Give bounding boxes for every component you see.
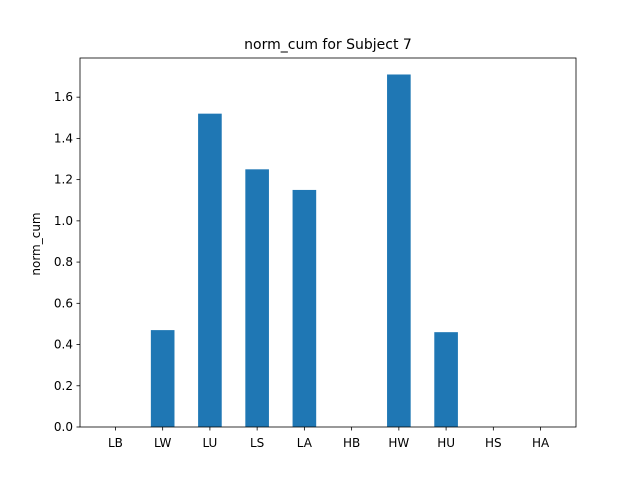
x-tick-label-hb: HB bbox=[343, 436, 360, 450]
y-tick-label: 0.4 bbox=[54, 338, 73, 352]
bar-lu bbox=[198, 113, 222, 427]
bar-lw bbox=[150, 330, 175, 427]
x-tick-label-lu: LU bbox=[202, 436, 217, 450]
x-tick-label-la: LA bbox=[297, 436, 313, 450]
bar-hu bbox=[434, 332, 458, 427]
x-tick-label-hs: HS bbox=[485, 436, 502, 450]
y-tick-label: 1.2 bbox=[54, 173, 73, 187]
bar-ls bbox=[245, 169, 269, 427]
x-tick-label-lw: LW bbox=[154, 436, 172, 450]
x-tick-label-lb: LB bbox=[108, 436, 123, 450]
bars bbox=[150, 74, 458, 428]
chart-title: norm_cum for Subject 7 bbox=[244, 37, 412, 53]
x-tick-label-ha: HA bbox=[532, 436, 550, 450]
y-tick-label: 1.4 bbox=[54, 131, 73, 145]
bar-la bbox=[292, 189, 317, 427]
plot-frame bbox=[79, 57, 577, 428]
bar-hw bbox=[387, 74, 411, 428]
x-tick-label-hw: HW bbox=[388, 436, 409, 450]
y-ticks: 0.0 0.2 0.4 0.6 0.8 1.0 1.2 1.4 1.6 bbox=[54, 90, 80, 434]
y-tick-label: 1.6 bbox=[54, 90, 73, 104]
y-tick-label: 0.8 bbox=[54, 255, 73, 269]
x-tick-label-hu: HU bbox=[437, 436, 455, 450]
y-tick-label: 0.6 bbox=[54, 296, 73, 310]
y-tick-label: 0.0 bbox=[54, 420, 73, 434]
y-tick-label: 1.0 bbox=[54, 214, 73, 228]
y-tick-label: 0.2 bbox=[54, 379, 73, 393]
x-tick-label-ls: LS bbox=[250, 436, 264, 450]
x-ticks: LB LW LU LS LA HB HW HU HS HA bbox=[108, 427, 550, 450]
y-axis-label: norm_cum bbox=[29, 212, 43, 275]
